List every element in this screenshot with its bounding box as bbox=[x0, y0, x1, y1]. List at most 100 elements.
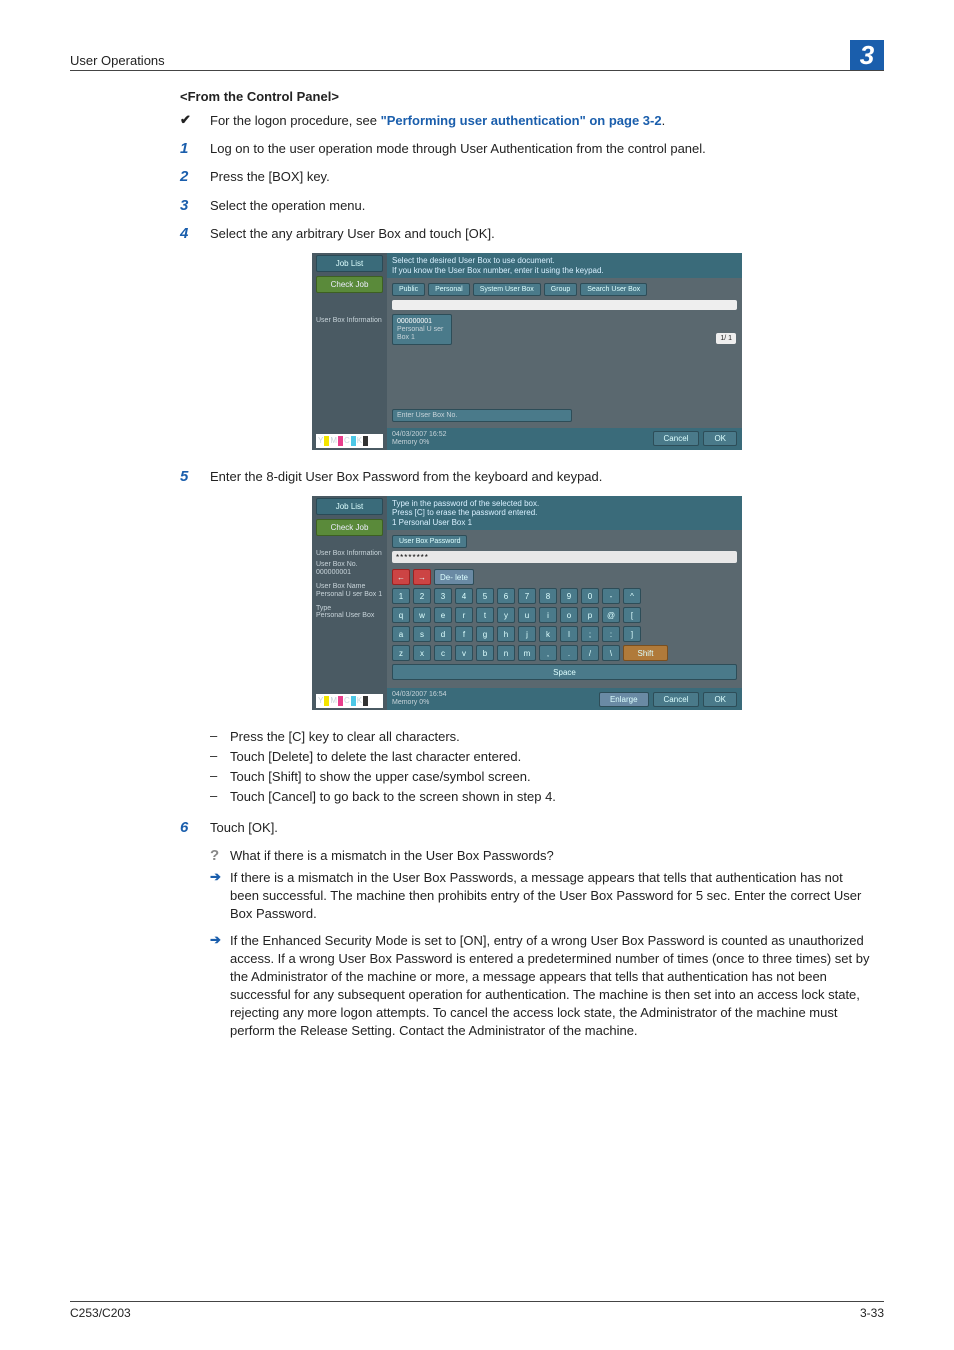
ok-button[interactable]: OK bbox=[703, 692, 737, 707]
userbox-item[interactable]: 000000001 Personal U ser Box 1 bbox=[392, 314, 452, 345]
key-l[interactable]: l bbox=[560, 626, 578, 642]
sub-item: Press the [C] key to clear all character… bbox=[230, 728, 874, 746]
password-label: User Box Password bbox=[392, 535, 467, 548]
key-:[interactable]: : bbox=[602, 626, 620, 642]
key-^[interactable]: ^ bbox=[623, 588, 641, 604]
link-user-auth[interactable]: "Performing user authentication" on page… bbox=[381, 113, 662, 128]
toner-indicator: Y M C K bbox=[316, 694, 383, 708]
key-r[interactable]: r bbox=[455, 607, 473, 623]
tab-search[interactable]: Search User Box bbox=[580, 283, 647, 296]
key-row-2: qwertyuiop@[ bbox=[392, 607, 737, 623]
step-2: 2 Press the [BOX] key. bbox=[180, 168, 874, 186]
key-8[interactable]: 8 bbox=[539, 588, 557, 604]
key-;[interactable]: ; bbox=[581, 626, 599, 642]
arrow-right-icon: ➔ bbox=[210, 869, 230, 885]
chapter-badge: 3 bbox=[850, 40, 884, 70]
step-4: 4 Select the any arbitrary User Box and … bbox=[180, 225, 874, 243]
arrow-left-key[interactable]: ← bbox=[392, 569, 410, 585]
key-/[interactable]: / bbox=[581, 645, 599, 661]
tab-public[interactable]: Public bbox=[392, 283, 425, 296]
key-b[interactable]: b bbox=[476, 645, 494, 661]
key-e[interactable]: e bbox=[434, 607, 452, 623]
key-o[interactable]: o bbox=[560, 607, 578, 623]
key-w[interactable]: w bbox=[413, 607, 431, 623]
key-g[interactable]: g bbox=[476, 626, 494, 642]
key-t[interactable]: t bbox=[476, 607, 494, 623]
key-q[interactable]: q bbox=[392, 607, 410, 623]
userbox-name-label: User Box Name bbox=[312, 579, 387, 591]
key-@[interactable]: @ bbox=[602, 607, 620, 623]
key-5[interactable]: 5 bbox=[476, 588, 494, 604]
key-s[interactable]: s bbox=[413, 626, 431, 642]
key-][interactable]: ] bbox=[623, 626, 641, 642]
key-[[interactable]: [ bbox=[623, 607, 641, 623]
enter-box-no[interactable]: Enter User Box No. bbox=[392, 409, 572, 422]
key-j[interactable]: j bbox=[518, 626, 536, 642]
status-bar: 04/03/2007 16:52 Memory 0% bbox=[392, 431, 447, 446]
tab-system[interactable]: System User Box bbox=[473, 283, 541, 296]
toner-indicator: Y M C K bbox=[316, 434, 383, 448]
key-4[interactable]: 4 bbox=[455, 588, 473, 604]
key-f[interactable]: f bbox=[455, 626, 473, 642]
shift-key[interactable]: Shift bbox=[623, 645, 668, 661]
space-key[interactable]: Space bbox=[392, 664, 737, 680]
key-z[interactable]: z bbox=[392, 645, 410, 661]
job-list-button[interactable]: Job List bbox=[316, 498, 383, 515]
type-value: Personal User Box bbox=[312, 612, 387, 622]
delete-key[interactable]: De- lete bbox=[434, 569, 474, 585]
check-job-button[interactable]: Check Job bbox=[316, 276, 383, 293]
key-6[interactable]: 6 bbox=[497, 588, 515, 604]
check-job-button[interactable]: Check Job bbox=[316, 519, 383, 536]
key-y[interactable]: y bbox=[497, 607, 515, 623]
key-2[interactable]: 2 bbox=[413, 588, 431, 604]
cancel-button[interactable]: Cancel bbox=[653, 692, 700, 707]
section-title: <From the Control Panel> bbox=[180, 89, 874, 104]
key-k[interactable]: k bbox=[539, 626, 557, 642]
answer-text: If there is a mismatch in the User Box P… bbox=[230, 869, 874, 924]
key-c[interactable]: c bbox=[434, 645, 452, 661]
key-n[interactable]: n bbox=[497, 645, 515, 661]
cancel-button[interactable]: Cancel bbox=[653, 431, 700, 446]
dash-icon: – bbox=[210, 748, 230, 763]
step-1: 1 Log on to the user operation mode thro… bbox=[180, 140, 874, 158]
key-i[interactable]: i bbox=[539, 607, 557, 623]
step-num: 5 bbox=[180, 468, 210, 485]
key-.[interactable]: . bbox=[560, 645, 578, 661]
key-d[interactable]: d bbox=[434, 626, 452, 642]
key-v[interactable]: v bbox=[455, 645, 473, 661]
key-a[interactable]: a bbox=[392, 626, 410, 642]
userbox-info-label: User Box Information bbox=[312, 546, 387, 558]
job-list-button[interactable]: Job List bbox=[316, 255, 383, 272]
key--[interactable]: - bbox=[602, 588, 620, 604]
key-,[interactable]: , bbox=[539, 645, 557, 661]
footer-page: 3-33 bbox=[860, 1306, 884, 1320]
key-1[interactable]: 1 bbox=[392, 588, 410, 604]
check-icon: ✔ bbox=[180, 112, 210, 128]
key-9[interactable]: 9 bbox=[560, 588, 578, 604]
footer-model: C253/C203 bbox=[70, 1306, 131, 1320]
enlarge-button[interactable]: Enlarge bbox=[599, 692, 649, 707]
key-7[interactable]: 7 bbox=[518, 588, 536, 604]
key-p[interactable]: p bbox=[581, 607, 599, 623]
arrow-right-icon: ➔ bbox=[210, 932, 230, 948]
question-icon: ? bbox=[210, 847, 230, 864]
status-bar: 04/03/2007 16:54 Memory 0% bbox=[392, 691, 447, 706]
key-x[interactable]: x bbox=[413, 645, 431, 661]
key-h[interactable]: h bbox=[497, 626, 515, 642]
key-0[interactable]: 0 bbox=[581, 588, 599, 604]
sub-item: Touch [Delete] to delete the last charac… bbox=[230, 748, 874, 766]
ok-button[interactable]: OK bbox=[703, 431, 737, 446]
sub-item: Touch [Cancel] to go back to the screen … bbox=[230, 788, 874, 806]
key-m[interactable]: m bbox=[518, 645, 536, 661]
type-label: Type bbox=[312, 601, 387, 613]
key-\[interactable]: \ bbox=[602, 645, 620, 661]
dash-icon: – bbox=[210, 768, 230, 783]
arrow-right-key[interactable]: → bbox=[413, 569, 431, 585]
password-input[interactable]: ******** bbox=[392, 551, 737, 563]
key-u[interactable]: u bbox=[518, 607, 536, 623]
step-num: 1 bbox=[180, 140, 210, 157]
key-3[interactable]: 3 bbox=[434, 588, 452, 604]
search-strip[interactable] bbox=[392, 300, 737, 310]
tab-personal[interactable]: Personal bbox=[428, 283, 470, 296]
tab-group[interactable]: Group bbox=[544, 283, 577, 296]
